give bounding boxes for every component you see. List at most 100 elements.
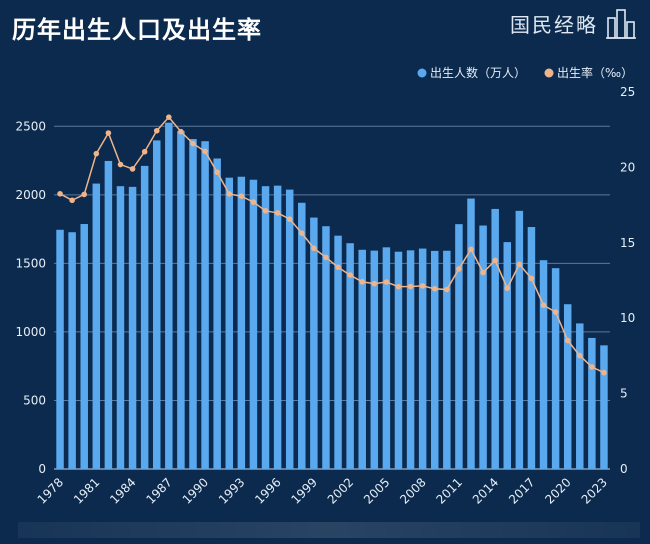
x-tick-label: 2014 xyxy=(470,475,501,506)
bar xyxy=(237,176,246,470)
bar xyxy=(406,250,415,469)
rate-point xyxy=(359,279,366,285)
rate-point xyxy=(117,161,124,168)
bar xyxy=(479,225,487,469)
rate-point xyxy=(383,279,390,285)
y-left-tick-label: 0 xyxy=(38,462,46,476)
rate-point xyxy=(238,193,245,200)
bar xyxy=(177,131,185,469)
rate-point xyxy=(528,275,535,282)
rate-point xyxy=(262,208,269,214)
rate-point xyxy=(431,285,438,292)
rate-point xyxy=(226,191,233,197)
bar xyxy=(503,242,512,469)
bar xyxy=(128,186,137,469)
rate-point xyxy=(190,140,196,147)
rate-point xyxy=(419,283,426,289)
bottom-scrollbar xyxy=(18,522,640,538)
rate-point xyxy=(178,128,184,135)
rate-point xyxy=(57,190,63,197)
bar xyxy=(201,141,209,469)
y-right-tick-label: 20 xyxy=(620,160,635,174)
rate-point xyxy=(504,285,511,291)
x-tick-label: 2023 xyxy=(579,475,610,506)
bar xyxy=(358,249,366,469)
x-axis: 1978 1981 1984 1987 1990 1993 1996 1999 2002 2005… xyxy=(35,475,610,506)
x-tick-label: 2020 xyxy=(542,475,573,506)
bar xyxy=(298,202,306,469)
bar xyxy=(491,208,499,470)
y-right-tick-label: 25 xyxy=(620,85,635,99)
bar xyxy=(249,179,258,470)
brand-name: 国民经略 xyxy=(510,12,598,37)
rate-point xyxy=(69,197,75,204)
rate-point xyxy=(323,254,329,261)
bar-series xyxy=(56,122,608,470)
building-skyline-icon xyxy=(606,9,636,39)
bar xyxy=(56,229,64,469)
bar xyxy=(68,232,76,469)
x-tick-label: 1996 xyxy=(252,475,283,506)
rate-point xyxy=(214,169,220,176)
rate-point xyxy=(407,283,414,290)
rate-point xyxy=(492,257,498,264)
bar xyxy=(189,139,197,469)
rate-point xyxy=(552,309,559,315)
bar xyxy=(334,235,342,469)
y-right-tick-label: 5 xyxy=(620,387,628,401)
bar xyxy=(467,198,475,469)
right-axis: 0 5 10 15 20 25 xyxy=(620,85,635,476)
y-right-tick-label: 10 xyxy=(620,311,635,325)
y-left-tick-label: 500 xyxy=(23,393,46,407)
y-left-tick-label: 2500 xyxy=(15,119,46,133)
bar xyxy=(527,227,536,469)
grid-lines xyxy=(54,125,610,470)
rate-point xyxy=(564,337,571,344)
bar xyxy=(539,260,548,469)
left-axis: 0 500 1000 1500 2000 2500 xyxy=(15,119,46,476)
rate-point xyxy=(298,230,305,236)
x-tick-label: 2002 xyxy=(325,475,356,506)
x-tick-label: 1984 xyxy=(107,475,138,506)
line-series xyxy=(57,114,607,376)
bar xyxy=(104,160,113,469)
rate-point xyxy=(93,150,100,157)
legend-bar-label: 出生人数（万人） xyxy=(430,65,526,80)
rate-line xyxy=(59,116,605,374)
x-tick-label: 1981 xyxy=(71,475,102,506)
x-tick-label: 1987 xyxy=(143,475,174,506)
bar xyxy=(455,224,463,469)
bar xyxy=(600,345,608,469)
rate-point xyxy=(311,245,317,252)
bar xyxy=(116,186,125,469)
x-tick-label: 1990 xyxy=(180,475,211,506)
rate-point xyxy=(480,269,486,276)
y-left-tick-label: 2000 xyxy=(15,188,46,202)
rate-point xyxy=(444,286,450,293)
page-title: 历年出生人口及出生率 xyxy=(12,16,262,44)
bar xyxy=(92,183,101,469)
rate-point xyxy=(274,210,281,216)
rate-point xyxy=(589,364,595,370)
rate-point xyxy=(540,302,547,309)
legend-bar-marker xyxy=(417,68,427,78)
legend: 出生人数（万人） 出生率（‰） xyxy=(417,65,633,80)
x-tick-label: 1993 xyxy=(216,475,247,506)
x-tick-label: 2017 xyxy=(506,475,537,506)
bar xyxy=(152,140,161,469)
bar xyxy=(310,217,318,469)
legend-line-marker xyxy=(544,68,554,78)
bar xyxy=(346,243,354,469)
y-right-tick-label: 0 xyxy=(620,462,628,476)
bar xyxy=(370,250,379,469)
rate-point xyxy=(153,127,160,134)
x-tick-label: 1999 xyxy=(288,475,319,506)
bar xyxy=(382,247,391,469)
rate-point xyxy=(202,148,208,155)
rate-point xyxy=(166,114,172,120)
bar xyxy=(261,186,270,469)
bar xyxy=(563,304,572,469)
rate-point xyxy=(105,130,112,136)
rate-point xyxy=(335,264,341,271)
